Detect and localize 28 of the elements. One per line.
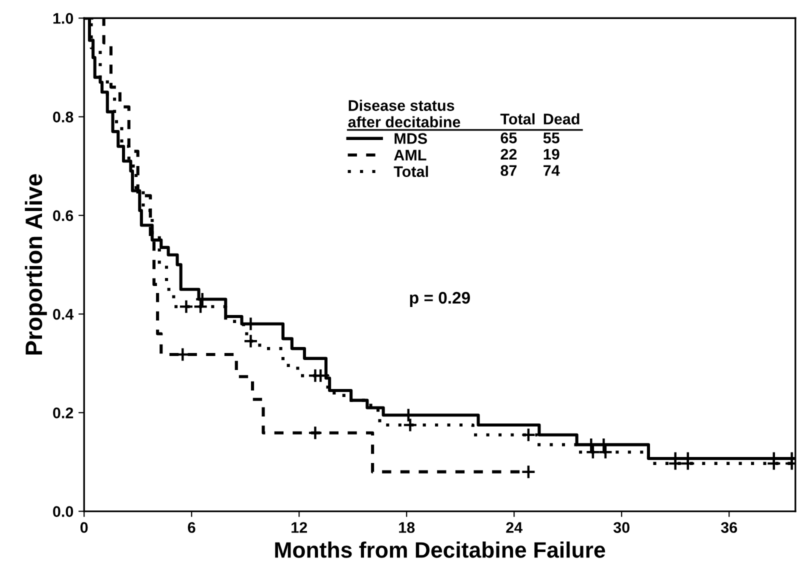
- x-tick-label: 36: [720, 522, 738, 533]
- legend-label: AML: [394, 150, 426, 160]
- x-tick-label: 6: [188, 522, 196, 533]
- y-tick-label: 0.8: [53, 112, 74, 122]
- y-tick-label: 1.0: [53, 13, 74, 24]
- annotation: 55: [543, 132, 560, 144]
- x-axis-title: Months from Decitabine Failure: [275, 542, 606, 558]
- x-tick-label: 0: [80, 522, 88, 533]
- annotation: 19: [544, 148, 560, 160]
- x-tick-label: 18: [399, 522, 415, 533]
- x-tick-label: 30: [613, 522, 630, 533]
- annotation: p = 0.29: [410, 292, 470, 307]
- x-tick-label: 12: [292, 522, 307, 533]
- y-tick-label: 0.2: [53, 408, 74, 418]
- annotation: 65: [500, 132, 517, 144]
- y-tick-label: 0.0: [53, 506, 74, 517]
- x-tick-label: 24: [506, 522, 523, 533]
- annotation: Dead: [544, 113, 580, 124]
- legend-label: Total: [394, 166, 428, 178]
- y-tick-label: 0.4: [53, 308, 74, 320]
- annotation: 74: [544, 165, 560, 176]
- legend-label: MDS: [394, 133, 427, 144]
- annotation: Total: [500, 113, 534, 124]
- y-tick-label: 0.6: [53, 210, 74, 222]
- y-axis-title: Proportion Alive: [24, 174, 47, 355]
- annotation: 87: [500, 165, 517, 176]
- legend-title: Disease status after decitabine: [348, 100, 460, 128]
- annotation: 22: [500, 148, 517, 160]
